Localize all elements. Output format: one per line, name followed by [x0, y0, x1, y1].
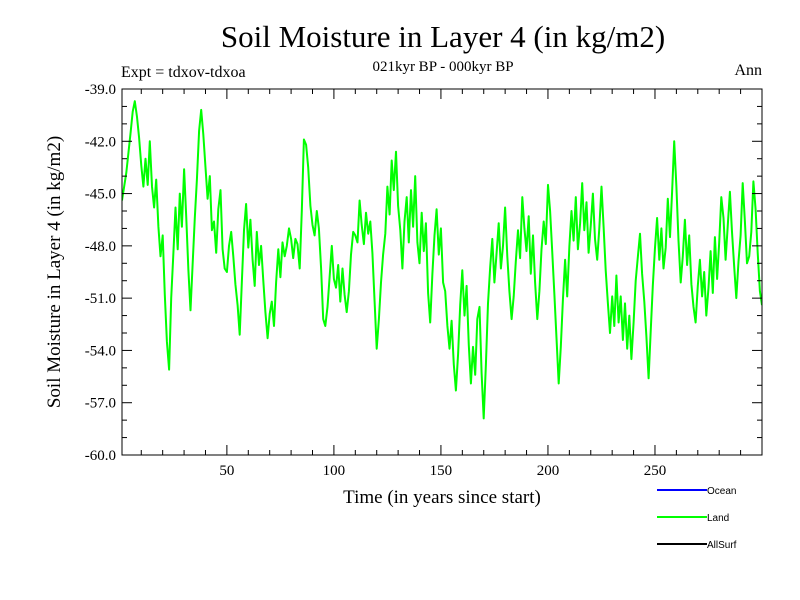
x-tick-label: 50 [219, 463, 234, 479]
legend: Ocean Land AllSurf [657, 486, 737, 551]
chart-title: Soil Moisture in Layer 4 (in kg/m2) [221, 19, 665, 54]
y-tick-label: -60.0 [85, 448, 116, 464]
y-tick-label: -42.0 [85, 134, 116, 150]
y-tick-label: -54.0 [85, 343, 116, 359]
y-tick-label: -45.0 [85, 187, 116, 203]
x-tick-label: 250 [644, 463, 667, 479]
y-axis-ticks: -60.0 -57.0 -54.0 -51.0 -48.0 -45.0 -42.0 -39.0 [85, 82, 762, 464]
y-tick-label: -48.0 [85, 239, 116, 255]
x-axis-ticks: 50 100 150 200 250 [140, 89, 742, 479]
legend-label-land: Land [707, 513, 729, 524]
season-label: Ann [734, 62, 762, 79]
plot-area: 50 100 150 200 250 -60.0 -57.0 -54.0 -51.0 -48.0… [85, 82, 763, 479]
x-tick-label: 100 [323, 463, 346, 479]
series-layer [122, 100, 762, 420]
y-tick-label: -51.0 [85, 291, 116, 307]
legend-label-ocean: Ocean [707, 486, 736, 497]
y-tick-label: -39.0 [85, 82, 116, 98]
y-tick-label: -57.0 [85, 396, 116, 412]
x-axis-label: Time (in years since start) [343, 487, 541, 508]
chart-subtitle: 021kyr BP - 000kyr BP [372, 59, 513, 75]
x-tick-label: 200 [537, 463, 560, 479]
y-axis-label: Soil Moisture in Layer 4 (in kg/m2) [44, 136, 65, 408]
legend-label-allsurf: AllSurf [707, 540, 737, 551]
series-line-land [122, 100, 762, 420]
x-tick-label: 150 [430, 463, 453, 479]
experiment-label: Expt = tdxov-tdxoa [121, 64, 246, 81]
plot-frame [121, 88, 763, 456]
